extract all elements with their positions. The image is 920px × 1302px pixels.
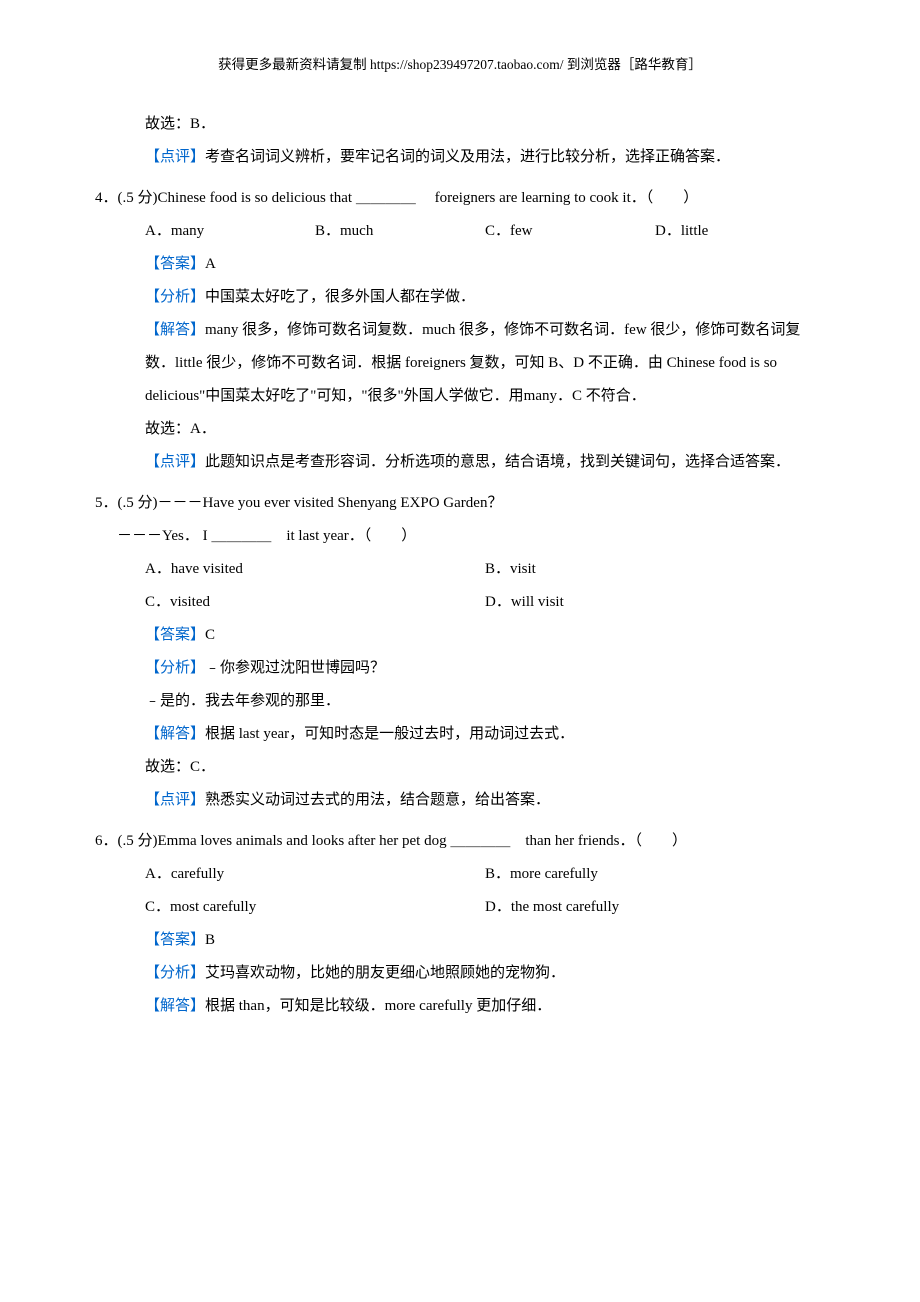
answer-text: B <box>205 932 215 948</box>
option-a: A．have visited <box>145 553 485 586</box>
analysis-label: 【分析】 <box>145 660 205 676</box>
question-6: 6．(.5 分)Emma loves animals and looks aft… <box>95 825 825 1023</box>
q-text: －－－Have you ever visited Shenyang EXPO G… <box>158 495 503 511</box>
q6-answer: 【答案】B <box>95 924 825 957</box>
review-label: 【点评】 <box>145 792 205 808</box>
analysis-label: 【分析】 <box>145 289 205 305</box>
q4-analysis: 【分析】中国菜太好吃了，很多外国人都在学做． <box>95 281 825 314</box>
q-num: 4． <box>95 190 118 206</box>
q3-conclusion: 故选：B． <box>95 108 825 141</box>
solve-text: 根据 than，可知是比较级．more carefully 更加仔细． <box>205 998 551 1014</box>
option-c: C．most carefully <box>145 891 485 924</box>
answer-text: A <box>205 256 216 272</box>
q6-solve: 【解答】根据 than，可知是比较级．more carefully 更加仔细． <box>95 990 825 1023</box>
option-b: B．much <box>315 215 485 248</box>
review-label: 【点评】 <box>145 454 205 470</box>
question-4: 4．(.5 分)Chinese food is so delicious tha… <box>95 182 825 479</box>
solve-label: 【解答】 <box>145 998 205 1014</box>
review-text: 考查名词词义辨析，要牢记名词的词义及用法，进行比较分析，选择正确答案． <box>205 149 730 165</box>
q6-options-row2: C．most carefully D．the most carefully <box>95 891 825 924</box>
q5-stem2: －－－Yes． I ＿＿＿＿ it last year．（ ） <box>95 520 825 553</box>
option-d: D．the most carefully <box>485 891 825 924</box>
solve-text: 根据 last year，可知时态是一般过去时，用动词过去式． <box>205 726 574 742</box>
q4-solve: 【解答】many 很多，修饰可数名词复数．much 很多，修饰不可数名词．few… <box>95 314 825 413</box>
q4-conclusion: 故选：A． <box>95 413 825 446</box>
option-d: D．little <box>655 215 825 248</box>
q5-review: 【点评】熟悉实义动词过去式的用法，结合题意，给出答案． <box>95 784 825 817</box>
q4-answer: 【答案】A <box>95 248 825 281</box>
q5-options-row2: C．visited D．will visit <box>95 586 825 619</box>
option-b: B．visit <box>485 553 825 586</box>
answer-label: 【答案】 <box>145 256 205 272</box>
answer-label: 【答案】 <box>145 627 205 643</box>
q-points: (.5 分) <box>118 190 158 206</box>
answer-label: 【答案】 <box>145 932 205 948</box>
q-text: Chinese food is so delicious that ＿＿＿＿ f… <box>158 190 699 206</box>
option-c: C．visited <box>145 586 485 619</box>
q-points: (.5 分) <box>118 495 158 511</box>
review-text: 此题知识点是考查形容词．分析选项的意思，结合语境，找到关键词句，选择合适答案． <box>205 454 790 470</box>
q3-review: 【点评】考查名词词义辨析，要牢记名词的词义及用法，进行比较分析，选择正确答案． <box>95 141 825 174</box>
q5-answer: 【答案】C <box>95 619 825 652</box>
review-text: 熟悉实义动词过去式的用法，结合题意，给出答案． <box>205 792 550 808</box>
q5-stem1: 5．(.5 分)－－－Have you ever visited Shenyan… <box>95 487 825 520</box>
option-a: A．many <box>145 215 315 248</box>
q5-conclusion: 故选：C． <box>95 751 825 784</box>
answer-text: C <box>205 627 215 643</box>
question-5: 5．(.5 分)－－－Have you ever visited Shenyan… <box>95 487 825 817</box>
solve-label: 【解答】 <box>145 322 205 338</box>
analysis-label: 【分析】 <box>145 965 205 981</box>
option-d: D．will visit <box>485 586 825 619</box>
option-b: B．more carefully <box>485 858 825 891</box>
q5-solve: 【解答】根据 last year，可知时态是一般过去时，用动词过去式． <box>95 718 825 751</box>
analysis-text: 中国菜太好吃了，很多外国人都在学做． <box>205 289 475 305</box>
q-num: 5． <box>95 495 118 511</box>
option-c: C．few <box>485 215 655 248</box>
review-label: 【点评】 <box>145 149 205 165</box>
header-note: 获得更多最新资料请复制 https://shop239497207.taobao… <box>95 50 825 80</box>
q4-stem: 4．(.5 分)Chinese food is so delicious tha… <box>95 182 825 215</box>
q5-analysis1: 【分析】﹣你参观过沈阳世博园吗？ <box>95 652 825 685</box>
q-points: (.5 分) <box>118 833 158 849</box>
option-a: A．carefully <box>145 858 485 891</box>
q5-analysis2: ﹣是的．我去年参观的那里． <box>95 685 825 718</box>
q-num: 6． <box>95 833 118 849</box>
solve-text: many 很多，修饰可数名词复数．much 很多，修饰不可数名词．few 很少，… <box>145 322 800 404</box>
q6-stem: 6．(.5 分)Emma loves animals and looks aft… <box>95 825 825 858</box>
q6-options-row1: A．carefully B．more carefully <box>95 858 825 891</box>
q4-review: 【点评】此题知识点是考查形容词．分析选项的意思，结合语境，找到关键词句，选择合适… <box>95 446 825 479</box>
q-text: Emma loves animals and looks after her p… <box>158 833 687 849</box>
analysis-text: ﹣你参观过沈阳世博园吗？ <box>205 660 385 676</box>
q6-analysis: 【分析】艾玛喜欢动物，比她的朋友更细心地照顾她的宠物狗． <box>95 957 825 990</box>
q5-options-row1: A．have visited B．visit <box>95 553 825 586</box>
solve-label: 【解答】 <box>145 726 205 742</box>
analysis-text: 艾玛喜欢动物，比她的朋友更细心地照顾她的宠物狗． <box>205 965 565 981</box>
q4-options: A．many B．much C．few D．little <box>95 215 825 248</box>
